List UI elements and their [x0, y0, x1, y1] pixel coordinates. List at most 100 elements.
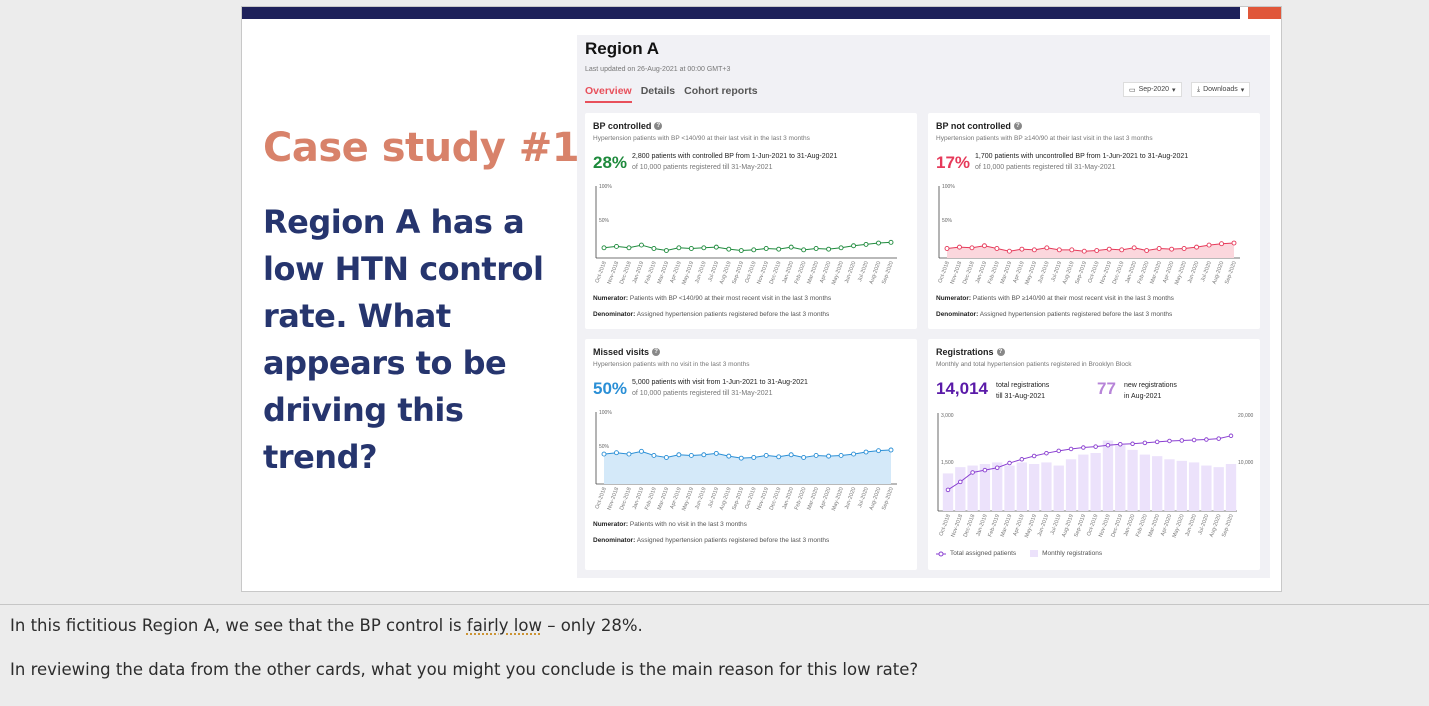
help-icon[interactable]: ? [654, 122, 663, 130]
data-point [1019, 246, 1025, 252]
x-tick-label: Jun-2020 [844, 261, 857, 285]
total-point [1228, 433, 1234, 439]
x-tick-label: Jul-2019 [707, 487, 720, 509]
card-subtitle: Monthly and total hypertension patients … [936, 361, 1132, 368]
card-subtitle: Hypertension patients with BP <140/90 at… [593, 135, 810, 142]
x-tick-label: Nov-2019 [1099, 261, 1113, 285]
data-point [1231, 240, 1237, 246]
registration-bar [955, 467, 966, 511]
card-registrations: Registrations? Monthly and total hyperte… [928, 339, 1260, 570]
registrations-legend: Total assigned patients Monthly registra… [936, 550, 1102, 557]
x-tick-label: Jan-2020 [782, 261, 795, 285]
x-tick-label: Aug-2020 [869, 261, 883, 285]
spelling-flag[interactable]: fairly low [466, 616, 542, 635]
card-title: BP controlled? [593, 121, 663, 131]
registration-bar [1102, 440, 1114, 511]
x-tick-label: Mar-2020 [806, 487, 820, 511]
x-tick-label: Feb-2020 [794, 487, 808, 511]
x-tick-label: Mar-2020 [1149, 261, 1163, 285]
speaker-notes-line-1[interactable]: In this fictitious Region A, we see that… [10, 616, 643, 635]
registration-bar [1201, 465, 1212, 511]
numerator-text: Patients with BP <140/90 at their most r… [629, 295, 832, 302]
case-study-title[interactable]: Case study #1 [263, 125, 580, 171]
speaker-notes-line-2[interactable]: In reviewing the data from the other car… [10, 660, 919, 679]
legend-monthly[interactable]: Monthly registrations [1030, 550, 1102, 557]
x-tick-label: Jun-2019 [1037, 261, 1050, 285]
x-tick-label: Jan-2020 [1123, 514, 1136, 538]
tab-details[interactable]: Details [640, 85, 676, 97]
numerator-text: Patients with no visit in the last 3 mon… [629, 521, 747, 528]
data-point [663, 455, 669, 460]
data-point [663, 248, 669, 253]
slide: Case study #1 Region A has a low HTN con… [241, 6, 1282, 592]
total-point [1093, 444, 1098, 449]
x-tick-label: Sep-2019 [1074, 261, 1088, 285]
x-tick-label: Jul-2020 [1197, 514, 1210, 536]
denominator-label: Denominator: [593, 537, 636, 544]
registration-bar [979, 464, 991, 511]
x-tick-label: Mar-2019 [1000, 514, 1014, 538]
data-point [838, 452, 844, 458]
data-point [1169, 246, 1175, 252]
x-tick-label: Feb-2020 [1135, 514, 1149, 538]
card-title-text: Registrations [936, 347, 994, 357]
x-tick-label: Oct-2018 [595, 261, 608, 284]
tab-cohort-reports[interactable]: Cohort reports [684, 85, 758, 97]
denominator-label: Denominator: [593, 311, 636, 318]
numerator-label: Numerator: [593, 521, 629, 528]
registration-bar [1127, 449, 1138, 511]
bp-not-controlled-chart: 100%50%Oct-2018Nov-2018Dec-2018Jan-2019F… [938, 184, 1240, 286]
total-point [1019, 457, 1025, 462]
numerator-text: Patients with BP ≥140/90 at their most r… [972, 295, 1174, 302]
card-title-text: Missed visits [593, 347, 650, 357]
total-point [1191, 437, 1197, 443]
registration-bar [1041, 462, 1052, 511]
x-tick-label: Nov-2018 [607, 261, 621, 285]
x-tick-label: Jul-2019 [707, 261, 720, 283]
x-tick-label: Apr-2019 [669, 261, 682, 284]
x-tick-label: Nov-2018 [607, 487, 621, 511]
help-icon[interactable]: ? [652, 348, 661, 356]
registration-bar [1078, 454, 1089, 511]
case-study-question[interactable]: Region A has a low HTN control rate. Wha… [263, 203, 544, 476]
denominator-text: Assigned hypertension patients registere… [979, 311, 1173, 318]
help-icon[interactable]: ? [996, 348, 1005, 356]
calendar-icon: ▭ [1129, 86, 1136, 94]
data-point [701, 452, 707, 458]
data-point [676, 452, 682, 458]
x-tick-label: Dec-2018 [619, 261, 633, 285]
total-point [1179, 438, 1185, 443]
help-icon[interactable]: ? [1013, 122, 1022, 130]
data-point [994, 246, 1000, 251]
downloads-label: Downloads [1203, 86, 1238, 93]
downloads-button[interactable]: ⤓ Downloads ▾ [1191, 82, 1251, 97]
legend-total[interactable]: Total assigned patients [936, 550, 1016, 557]
data-point [813, 246, 819, 251]
x-tick-label: May-2020 [831, 261, 845, 286]
x-tick-label: Sep-2020 [881, 261, 895, 285]
registration-bar [1188, 462, 1200, 511]
x-tick-label: Apr-2019 [669, 487, 682, 510]
data-point [851, 243, 857, 249]
data-point [601, 245, 607, 251]
x-tick-label: Jun-2019 [694, 487, 707, 511]
x-tick-label: Apr-2019 [1012, 261, 1025, 284]
data-point [1106, 246, 1112, 252]
card-title: Missed visits? [593, 347, 661, 357]
registration-bar [1152, 456, 1163, 511]
data-point [1119, 247, 1125, 253]
notes-line-1-start: In this fictitious Region A, we see that… [10, 616, 467, 635]
x-tick-label: Mar-2019 [657, 487, 671, 511]
stat-line-1: 1,700 patients with uncontrolled BP from… [975, 153, 1189, 160]
x-tick-label: Jan-2019 [632, 487, 645, 511]
period-select[interactable]: ▭ Sep-2020 ▾ [1123, 82, 1182, 97]
data-point [651, 452, 657, 458]
tab-overview[interactable]: Overview [585, 85, 632, 103]
total-registrations-value: 14,014 [936, 379, 988, 398]
x-tick-label: Oct-2019 [1087, 261, 1100, 284]
x-tick-label: Sep-2020 [1221, 514, 1235, 538]
series-area [947, 243, 1234, 258]
chevron-down-icon: ▾ [1240, 86, 1245, 94]
denominator-text: Assigned hypertension patients registere… [636, 537, 830, 544]
x-tick-label: Oct-2018 [938, 261, 951, 284]
